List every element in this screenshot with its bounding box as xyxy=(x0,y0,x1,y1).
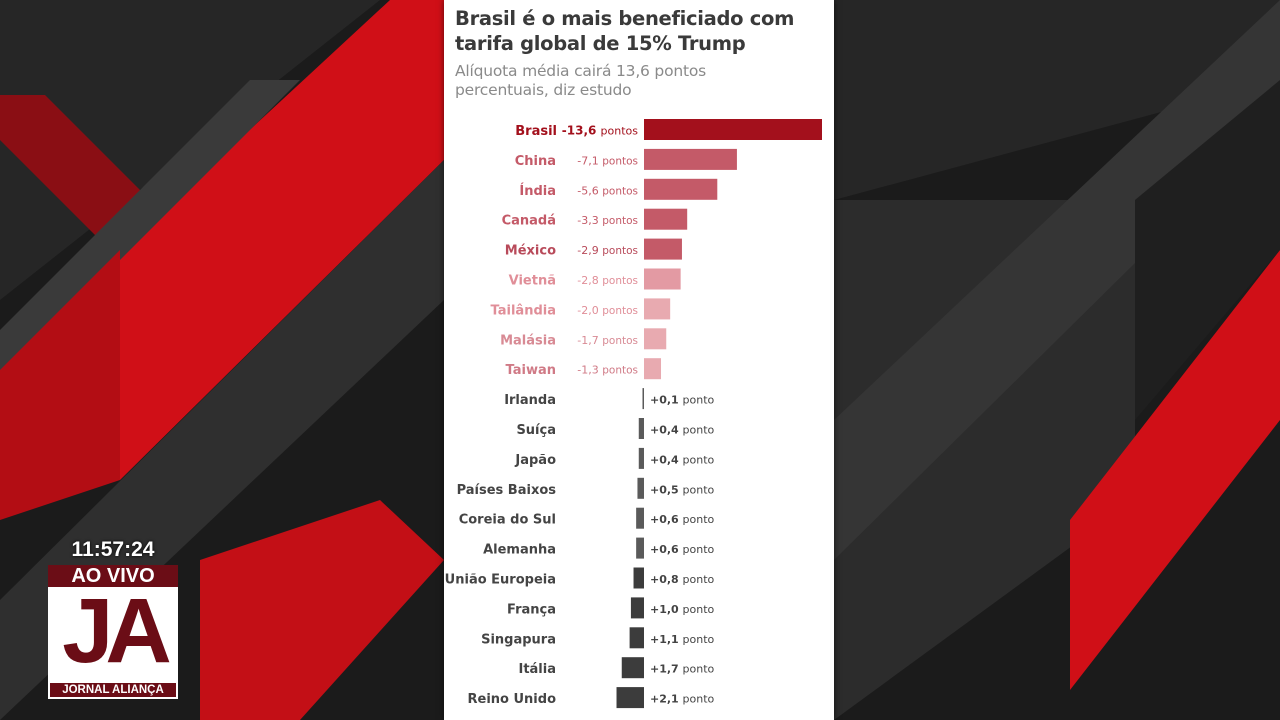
bar-1 xyxy=(644,148,737,170)
broadcast-clock: 11:57:24 xyxy=(71,538,155,561)
value-label-5: -2,8 pontos xyxy=(577,274,638,287)
bar-8 xyxy=(644,358,662,380)
value-label-9: +0,1 ponto xyxy=(650,394,715,407)
value-label-3: -3,3 pontos xyxy=(577,214,638,227)
category-label-17: Singapura xyxy=(481,632,556,647)
logo-letters: JA xyxy=(62,587,172,682)
bar-11 xyxy=(638,447,644,469)
category-label-8: Taiwan xyxy=(506,363,556,378)
category-label-2: Índia xyxy=(519,183,556,199)
bar-6 xyxy=(644,298,671,320)
value-label-2: -5,6 pontos xyxy=(577,184,638,197)
channel-name: JORNAL ALIANÇA xyxy=(50,683,176,697)
bar-19 xyxy=(616,687,644,709)
value-label-14: +0,6 ponto xyxy=(650,543,715,556)
category-label-10: Suíça xyxy=(516,423,556,438)
category-label-16: França xyxy=(507,602,556,617)
bar-14 xyxy=(636,537,644,559)
bar-3 xyxy=(644,208,688,230)
value-label-13: +0,6 ponto xyxy=(650,513,715,526)
bar-10 xyxy=(638,418,644,439)
value-label-11: +0,4 ponto xyxy=(650,453,715,466)
live-badge: AO VIVO xyxy=(48,565,178,587)
category-label-9: Irlanda xyxy=(504,393,556,408)
bar-12 xyxy=(637,477,644,499)
bar-9 xyxy=(642,388,644,410)
value-label-18: +1,7 ponto xyxy=(650,663,715,676)
channel-logo: JA JORNAL ALIANÇA xyxy=(48,587,178,699)
category-label-1: China xyxy=(515,154,556,169)
category-label-11: Japão xyxy=(514,453,556,468)
bar-13 xyxy=(636,507,644,529)
category-label-0: Brasil xyxy=(515,124,557,139)
bar-2 xyxy=(644,178,718,200)
bar-chart: -13,6 pontos Brasil -7,1 pontos China -5,6 p… xyxy=(445,119,822,709)
bar-0 xyxy=(644,119,822,140)
value-label-16: +1,0 ponto xyxy=(650,603,715,616)
bar-18 xyxy=(621,657,644,679)
value-label-15: +0,8 ponto xyxy=(650,573,715,586)
category-label-7: Malásia xyxy=(500,333,556,348)
category-label-5: Vietnã xyxy=(509,274,556,289)
chart-subtitle: Alíquota média cairá 13,6 pontos percent… xyxy=(455,62,707,99)
bar-5 xyxy=(644,268,681,290)
bar-17 xyxy=(629,627,644,649)
category-label-13: Coreia do Sul xyxy=(459,513,556,528)
value-label-0: -13,6 pontos xyxy=(562,124,638,138)
value-label-17: +1,1 ponto xyxy=(650,633,715,646)
chart-title: Brasil é o mais beneficiado com tarifa g… xyxy=(455,7,795,55)
bar-7 xyxy=(644,328,667,350)
value-label-10: +0,4 ponto xyxy=(650,424,715,437)
category-label-6: Tailândia xyxy=(491,303,556,318)
value-label-19: +2,1 ponto xyxy=(650,693,715,706)
category-label-14: Alemanha xyxy=(483,543,556,558)
bar-16 xyxy=(630,597,644,619)
bar-4 xyxy=(644,238,682,260)
value-label-4: -2,9 pontos xyxy=(577,244,638,257)
chart-panel: Brasil é o mais beneficiado com tarifa g… xyxy=(444,0,834,720)
category-label-18: Itália xyxy=(518,662,556,677)
value-label-6: -2,0 pontos xyxy=(577,304,638,317)
value-label-8: -1,3 pontos xyxy=(577,364,638,377)
value-label-1: -7,1 pontos xyxy=(577,154,638,167)
value-label-12: +0,5 ponto xyxy=(650,483,715,496)
value-label-7: -1,7 pontos xyxy=(577,334,638,347)
category-label-19: Reino Unido xyxy=(468,692,557,707)
category-label-4: México xyxy=(505,244,556,259)
category-label-3: Canadá xyxy=(502,214,556,229)
category-label-12: Países Baixos xyxy=(457,483,557,498)
bar-15 xyxy=(633,567,644,589)
category-label-15: União Europeia xyxy=(445,573,556,588)
